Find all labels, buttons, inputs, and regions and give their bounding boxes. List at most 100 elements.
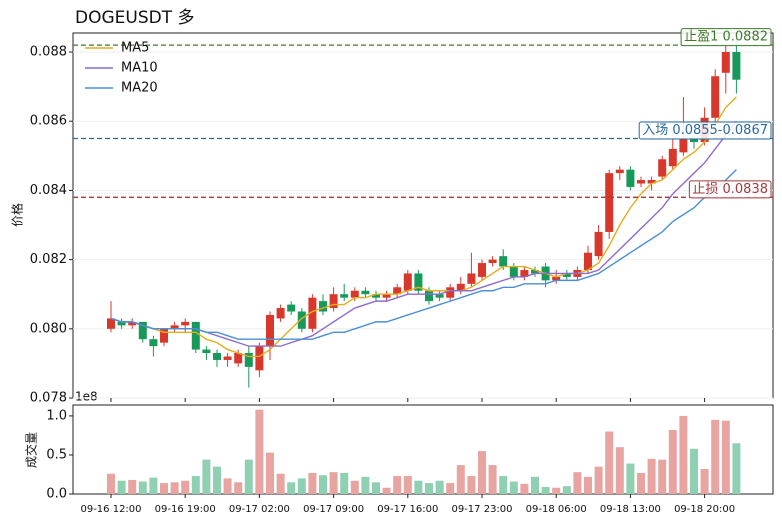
level-label: 止损 0.0838 xyxy=(692,182,768,197)
volume-bar xyxy=(562,486,571,494)
volume-bar xyxy=(202,459,211,494)
x-tick-label: 09-17 16:00 xyxy=(377,504,438,515)
x-tick-label: 09-17 09:00 xyxy=(303,504,364,515)
volume-bar xyxy=(223,478,232,494)
candle-body xyxy=(181,321,190,326)
volume-bar xyxy=(340,472,349,494)
volume-bar xyxy=(276,473,285,494)
volume-bar xyxy=(700,469,709,494)
y-tick-label: 0.086 xyxy=(30,114,67,129)
candle-body xyxy=(350,290,359,298)
level-label: 入场 0.0855-0.0867 xyxy=(642,123,768,138)
volume-bar xyxy=(520,483,529,494)
volume-bar xyxy=(117,480,126,494)
volume-offset-label: 1e8 xyxy=(75,390,98,404)
candle-body xyxy=(202,349,211,354)
candle-body xyxy=(287,304,296,312)
candle-body xyxy=(223,356,232,360)
legend-label: MA5 xyxy=(121,41,149,56)
volume-bar xyxy=(403,476,412,494)
volume-tick-label: 1.0 xyxy=(46,408,67,423)
volume-bar xyxy=(721,420,730,494)
volume-bar xyxy=(711,419,720,494)
candle-body xyxy=(732,52,741,80)
volume-bar xyxy=(372,482,380,494)
level-label-box xyxy=(688,180,772,199)
candle-body xyxy=(128,321,137,326)
volume-bar xyxy=(499,476,508,494)
x-tick-label: 09-18 20:00 xyxy=(674,504,735,515)
candle-body xyxy=(478,263,486,277)
x-tick-label: 09-17 02:00 xyxy=(229,504,290,515)
volume-bar xyxy=(615,447,624,494)
volume-bar xyxy=(425,483,433,494)
candle-body xyxy=(721,52,730,73)
level-label-box xyxy=(638,121,772,140)
volume-tick-label: 0.0 xyxy=(46,487,67,502)
volume-bar xyxy=(128,479,137,494)
volume-bar xyxy=(393,476,402,494)
candle-body xyxy=(679,138,688,153)
volume-bar xyxy=(552,487,561,494)
candle-body xyxy=(160,328,168,343)
candle-body xyxy=(340,294,349,298)
volume-bar xyxy=(647,458,656,494)
candle-body xyxy=(149,339,158,347)
candle-body xyxy=(138,321,147,340)
volume-bar xyxy=(658,459,667,494)
volume-bar xyxy=(255,409,264,494)
y-tick-label: 0.088 xyxy=(30,45,67,60)
volume-bar xyxy=(266,452,274,494)
volume-bar xyxy=(605,431,614,494)
candle-body xyxy=(594,231,603,257)
candle-body xyxy=(647,180,656,184)
volume-bar xyxy=(467,476,476,494)
ma-line xyxy=(110,169,737,340)
volume-bar xyxy=(594,466,603,494)
volume-bar xyxy=(668,429,677,494)
volume-bar xyxy=(170,482,179,494)
candle-body xyxy=(191,321,200,350)
candle-body xyxy=(117,321,126,326)
candle-body xyxy=(637,180,645,184)
y-axis-label: 价格 xyxy=(10,203,25,227)
volume-bar xyxy=(107,473,115,494)
volume-bar xyxy=(446,483,455,494)
candle-body xyxy=(213,353,221,360)
x-tick-label: 09-18 13:00 xyxy=(600,504,661,515)
volume-bar xyxy=(637,472,645,494)
candle-body xyxy=(615,169,624,174)
candle-body xyxy=(393,287,402,295)
volume-bar xyxy=(478,451,486,494)
candle-body xyxy=(520,269,529,277)
y-tick-label: 0.084 xyxy=(30,183,67,198)
candle-body xyxy=(319,301,327,312)
ma-line xyxy=(110,96,737,358)
candle-body xyxy=(107,318,115,329)
volume-bar xyxy=(234,482,243,494)
volume-tick-label: 0.5 xyxy=(46,447,67,462)
candle-body xyxy=(562,273,571,277)
candle-body xyxy=(403,273,412,291)
candle-body xyxy=(499,256,508,267)
level-label: 止盈1 0.0882 xyxy=(684,30,768,45)
candle-body xyxy=(372,294,380,298)
candle-body xyxy=(584,252,592,270)
candle-body xyxy=(266,314,274,347)
volume-bar xyxy=(679,415,688,494)
candle-body xyxy=(244,353,253,367)
ma-line xyxy=(110,120,737,347)
candle-body xyxy=(446,287,455,298)
x-tick-label: 09-16 12:00 xyxy=(80,504,141,515)
volume-bar xyxy=(297,478,306,494)
candle-body xyxy=(626,169,635,187)
volume-bar xyxy=(541,486,550,494)
candle-body xyxy=(234,353,243,364)
y-tick-label: 0.078 xyxy=(30,391,67,406)
x-tick-label: 09-16 19:00 xyxy=(155,504,216,515)
candle-body xyxy=(509,266,518,277)
candle-body xyxy=(531,269,539,274)
price-axes xyxy=(72,32,774,399)
candle-body xyxy=(382,294,391,298)
